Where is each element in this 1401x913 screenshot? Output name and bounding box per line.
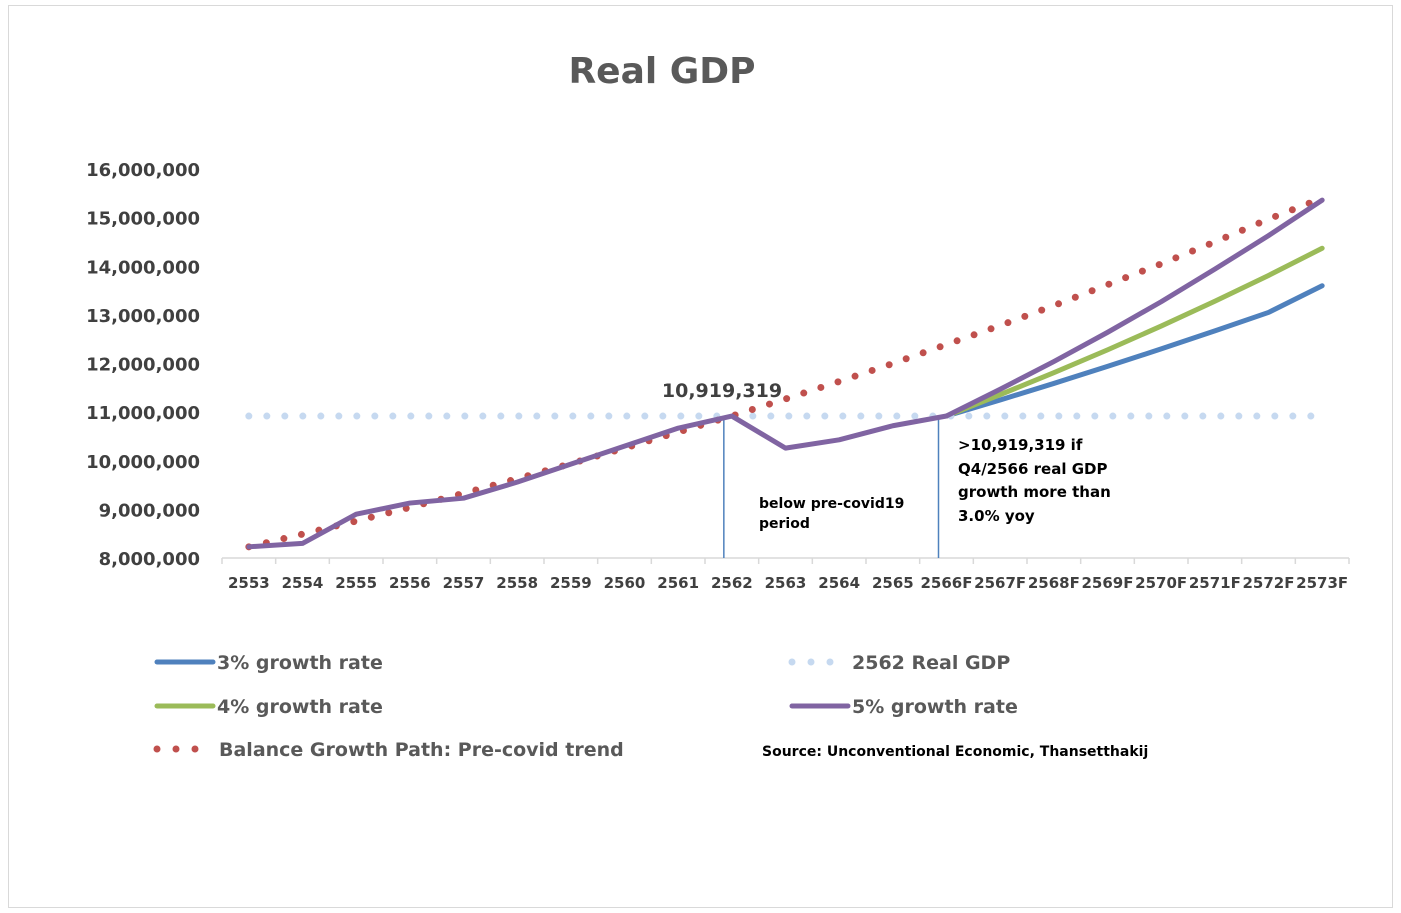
legend-label: 3% growth rate xyxy=(217,652,383,674)
x-tick-label: 2568F xyxy=(1028,574,1080,592)
y-tick-label: 11,000,000 xyxy=(86,403,200,424)
y-tick-label: 14,000,000 xyxy=(86,257,200,278)
chart-title: Real GDP xyxy=(568,51,755,92)
x-tick-label: 2556 xyxy=(389,574,431,592)
x-tick-label: 2571F xyxy=(1189,574,1241,592)
annotation-cond-2: Q4/2566 real GDP xyxy=(958,460,1107,478)
x-tick-label: 2557 xyxy=(443,574,485,592)
legend-label: Balance Growth Path: Pre-covid trend xyxy=(219,739,624,761)
y-tick-label: 13,000,000 xyxy=(86,306,200,327)
x-tick-label: 2566F xyxy=(921,574,973,592)
series-line-4-growth-rate xyxy=(944,245,1325,419)
x-tick-label: 2565 xyxy=(872,574,914,592)
y-tick-label: 10,000,000 xyxy=(86,452,200,473)
x-tick-label: 2560 xyxy=(604,574,646,592)
x-tick-label: 2567F xyxy=(974,574,1026,592)
series-line-3-growth-rate xyxy=(944,283,1325,419)
chart-frame xyxy=(8,5,1393,908)
x-tick-label: 2573F xyxy=(1296,574,1348,592)
legend-label: 5% growth rate xyxy=(852,696,1018,718)
x-tick-label: 2564 xyxy=(818,574,860,592)
x-tick-label: 2572F xyxy=(1243,574,1295,592)
annotation-cond-1: >10,919,319 if xyxy=(958,436,1083,454)
y-tick-label: 12,000,000 xyxy=(86,355,200,376)
peak-label: 10,919,319 xyxy=(662,380,782,402)
annotation-cond-4: 3.0% yoy xyxy=(958,507,1035,525)
y-tick-label: 8,000,000 xyxy=(99,549,200,570)
x-tick-label: 2559 xyxy=(550,574,592,592)
annotation-below-1: below pre-covid19 xyxy=(759,496,904,512)
y-tick-label: 16,000,000 xyxy=(86,160,200,181)
source-note: Source: Unconventional Economic, Thanset… xyxy=(762,744,1148,760)
x-tick-label: 2553 xyxy=(228,574,270,592)
y-tick-label: 15,000,000 xyxy=(86,209,200,230)
x-tick-label: 2569F xyxy=(1082,574,1134,592)
legend-label: 2562 Real GDP xyxy=(852,652,1010,674)
x-tick-label: 2563 xyxy=(765,574,807,592)
annotation-below-2: period xyxy=(759,516,810,532)
series-line-balance-growth-path-pre-covid-trend xyxy=(245,194,1326,551)
series-line-5-growth-rate xyxy=(246,197,1325,550)
x-tick-label: 2562 xyxy=(711,574,753,592)
annotation-cond-3: growth more than xyxy=(958,483,1111,501)
x-tick-label: 2554 xyxy=(282,574,324,592)
x-tick-label: 2555 xyxy=(335,574,377,592)
x-tick-label: 2561 xyxy=(657,574,699,592)
y-tick-label: 9,000,000 xyxy=(99,500,200,521)
x-tick-label: 2558 xyxy=(496,574,538,592)
legend-label: 4% growth rate xyxy=(217,696,383,718)
x-tick-label: 2570F xyxy=(1135,574,1187,592)
